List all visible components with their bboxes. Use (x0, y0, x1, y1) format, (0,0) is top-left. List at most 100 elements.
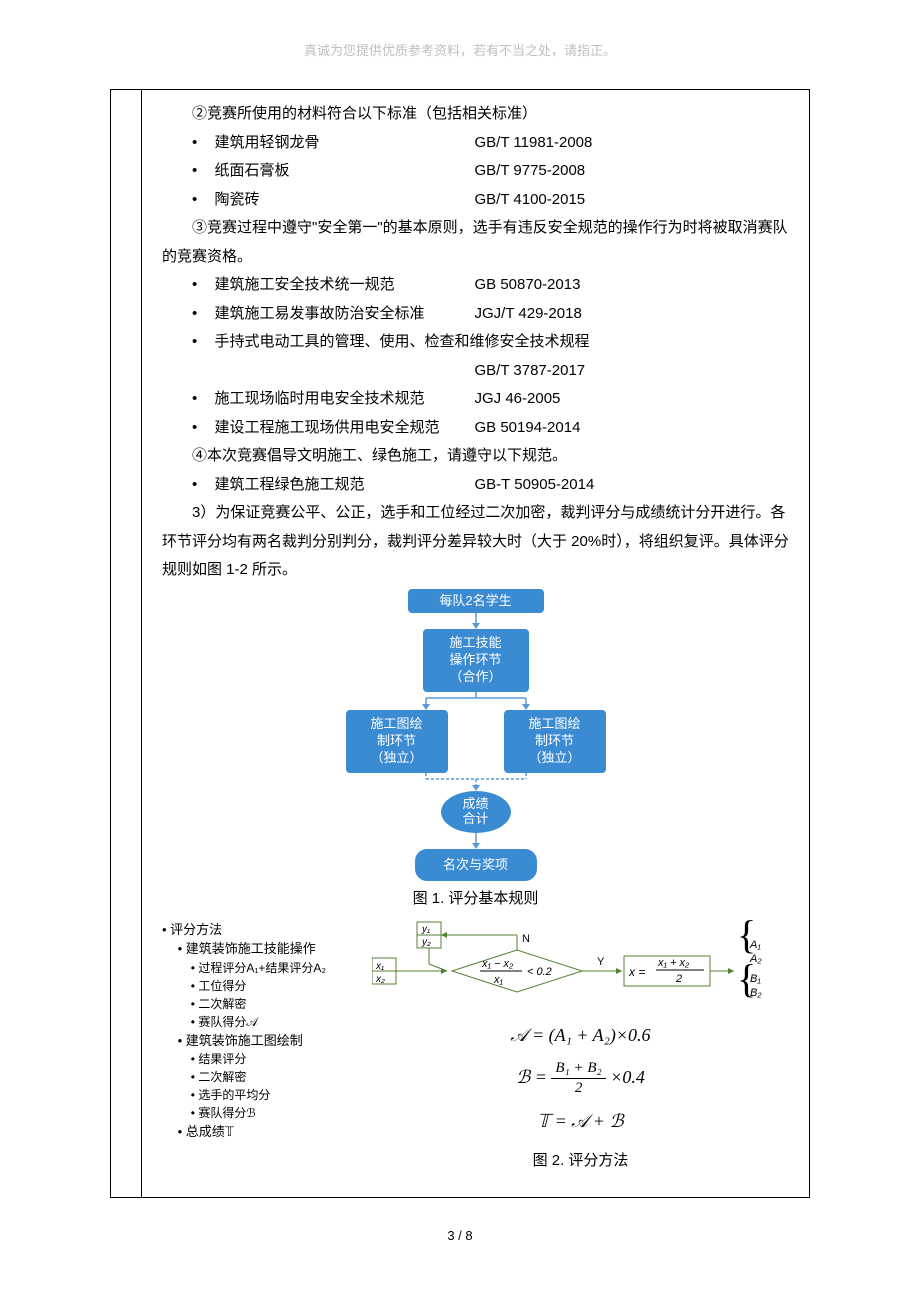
flow2-cond-den: x₁ (493, 974, 504, 986)
bullet-icon: • (192, 385, 215, 414)
formula-b-rhs: ×0.4 (610, 1067, 645, 1087)
bullet-icon: • (192, 129, 215, 158)
scoring-left: • 评分方法 • 建筑装饰施工技能操作 • 过程评分A₁+结果评分A₂ • 工位… (162, 920, 362, 1142)
safety-code: GB/T 3787-2017 (475, 357, 790, 386)
material-code: GB/T 11981-2008 (475, 129, 790, 158)
material-row: • 建筑用轻钢龙骨 GB/T 11981-2008 (192, 129, 789, 158)
material-row: • 纸面石膏板 GB/T 9775-2008 (192, 157, 789, 186)
green-intro: ④本次竞赛倡导文明施工、绿色施工，请遵守以下规范。 (162, 442, 789, 471)
flow1-left-l3: （独立） (370, 750, 422, 765)
flow1-left-l1: 施工图绘 (370, 716, 422, 731)
materials-intro: ②竞赛所使用的材料符合以下标准（包括相关标准） (162, 100, 789, 129)
scoring-item: • 赛队得分𝒜 (191, 1013, 362, 1031)
content-frame: ②竞赛所使用的材料符合以下标准（包括相关标准） • 建筑用轻钢龙骨 GB/T 1… (110, 89, 810, 1198)
flowchart-1: 每队2名学生 施工技能 操作环节 （合作） (346, 589, 606, 882)
flow1-mid-l1: 施工技能 (449, 635, 501, 650)
flow1-bottom: 名次与奖项 (415, 849, 537, 882)
scoring-block: • 评分方法 • 建筑装饰施工技能操作 • 过程评分A₁+结果评分A₂ • 工位… (162, 920, 789, 1177)
flow2-cond-rhs: < 0.2 (527, 966, 552, 978)
material-row: • 陶瓷砖 GB/T 4100-2015 (192, 186, 789, 215)
bullet-icon: • (192, 186, 215, 215)
formula-b-den: 2 (551, 1079, 605, 1096)
scoring-item: • 选手的平均分 (191, 1086, 362, 1104)
safety-code: GB 50870-2013 (475, 271, 790, 300)
safety-name: 施工现场临时用电安全技术规范 (215, 385, 475, 414)
green-code: GB-T 50905-2014 (475, 471, 790, 500)
flow2-y-label: Y (597, 956, 605, 968)
bullet-icon: • (192, 300, 215, 329)
formula-b-frac: B₁ + B₂ 2 (551, 1061, 605, 1096)
safety-code: GB 50194-2014 (475, 414, 790, 443)
flow1-right-l3: （独立） (528, 750, 580, 765)
flowchart-2: y₁ y₂ x₁ x₂ (372, 920, 789, 1010)
scoring-right: y₁ y₂ x₁ x₂ (372, 920, 789, 1177)
formula-t: 𝕋 = 𝒜 + ℬ (372, 1104, 789, 1138)
scoring-item: • 结果评分 (191, 1050, 362, 1068)
flow2-out: A₁ (749, 939, 761, 951)
flow1-right-l1: 施工图绘 (528, 716, 580, 731)
safety-row: • 手持式电动工具的管理、使用、检查和维修安全技术规程 (192, 328, 789, 357)
flow1-mid: 施工技能 操作环节 （合作） (423, 629, 529, 692)
formula-b-num: B₁ + B₂ (551, 1061, 605, 1079)
flow2-x2: x₂ (375, 974, 385, 985)
flow1-oval-l1: 成绩 (441, 797, 511, 811)
flow1-right-l2: 制环节 (535, 733, 574, 748)
bullet-icon: • (192, 414, 215, 443)
safety-row: • 建筑施工易发事故防治安全标准 JGJ/T 429-2018 (192, 300, 789, 329)
scoring-group: • 建筑装饰施工技能操作 (178, 939, 362, 959)
formula-b: ℬ = B₁ + B₂ 2 ×0.4 (372, 1060, 789, 1096)
flow-arrow-icon (346, 833, 606, 849)
fair-para: 3）为保证竞赛公平、公正，选手和工位经过二次加密，裁判评分与成绩统计分开进行。各… (162, 499, 789, 585)
material-name: 陶瓷砖 (215, 186, 475, 215)
flow1-mid-l3: （合作） (449, 669, 501, 684)
flow2-n-label: N (522, 933, 530, 945)
green-row: • 建筑工程绿色施工规范 GB-T 50905-2014 (192, 471, 789, 500)
flow2-mean-den: 2 (675, 973, 682, 985)
flow2-svg: y₁ y₂ x₁ x₂ (372, 920, 772, 1010)
flow-arrow-icon (346, 613, 606, 629)
safety-row: • 建筑施工安全技术统一规范 GB 50870-2013 (192, 271, 789, 300)
flow2-out: A₂ (749, 953, 762, 965)
flow1-mid-l2: 操作环节 (449, 652, 501, 667)
flow1-oval: 成绩 合计 (441, 791, 511, 833)
safety-name: 建设工程施工现场供用电安全规范 (215, 414, 475, 443)
material-name: 纸面石膏板 (215, 157, 475, 186)
formula-a: 𝒜 = (A₁ + A₂)×0.6 (372, 1018, 789, 1052)
header-note: 真诚为您提供优质参考资料，若有不当之处，请指正。 (0, 40, 920, 59)
flow1-right: 施工图绘 制环节 （独立） (504, 710, 606, 773)
safety-name: 建筑施工安全技术统一规范 (215, 271, 475, 300)
flow-merge-icon (346, 773, 606, 791)
scoring-item: • 二次解密 (191, 1068, 362, 1086)
flow1-oval-l2: 合计 (441, 812, 511, 826)
material-code: GB/T 9775-2008 (475, 157, 790, 186)
flow2-y1: y₁ (421, 924, 430, 935)
scoring-item: • 赛队得分ℬ (191, 1104, 362, 1122)
flow2-mean-num: x₁ + x₂ (657, 957, 690, 969)
fig2-caption: 图 2. 评分方法 (372, 1147, 789, 1176)
safety-row: • 建设工程施工现场供用电安全规范 GB 50194-2014 (192, 414, 789, 443)
scoring-group: • 总成绩𝕋 (178, 1122, 362, 1142)
flow2-cond-num: x₁ − x₂ (481, 958, 514, 970)
flow2-out: B₁ (750, 973, 761, 985)
safety-code: JGJ/T 429-2018 (475, 300, 790, 329)
safety-row: • 施工现场临时用电安全技术规范 JGJ 46-2005 (192, 385, 789, 414)
flow1-top: 每队2名学生 (408, 589, 544, 614)
flow-split-icon (346, 692, 606, 710)
flow1-split-row: 施工图绘 制环节 （独立） 施工图绘 制环节 （独立） (346, 710, 606, 773)
safety-name: 建筑施工易发事故防治安全标准 (215, 300, 475, 329)
safety-row: GB/T 3787-2017 (192, 357, 789, 386)
content-body: ②竞赛所使用的材料符合以下标准（包括相关标准） • 建筑用轻钢龙骨 GB/T 1… (141, 90, 809, 1197)
page-number: 3 / 8 (0, 1228, 920, 1243)
flow1-left: 施工图绘 制环节 （独立） (346, 710, 448, 773)
scoring-group: • 建筑装饰施工图绘制 (178, 1031, 362, 1051)
fig1-caption: 图 1. 评分基本规则 (162, 885, 789, 914)
flow2-mean-lhs: x = (628, 965, 645, 979)
scoring-item: • 工位得分 (191, 977, 362, 995)
scoring-item: • 二次解密 (191, 995, 362, 1013)
bullet-icon: • (192, 471, 215, 500)
page: 真诚为您提供优质参考资料，若有不当之处，请指正。 ②竞赛所使用的材料符合以下标准… (0, 0, 920, 1273)
flow2-x1: x₁ (375, 961, 384, 972)
bullet-icon (192, 357, 215, 386)
safety-name: 手持式电动工具的管理、使用、检查和维修安全技术规程 (215, 328, 790, 357)
flow2-out: B₂ (750, 987, 762, 999)
